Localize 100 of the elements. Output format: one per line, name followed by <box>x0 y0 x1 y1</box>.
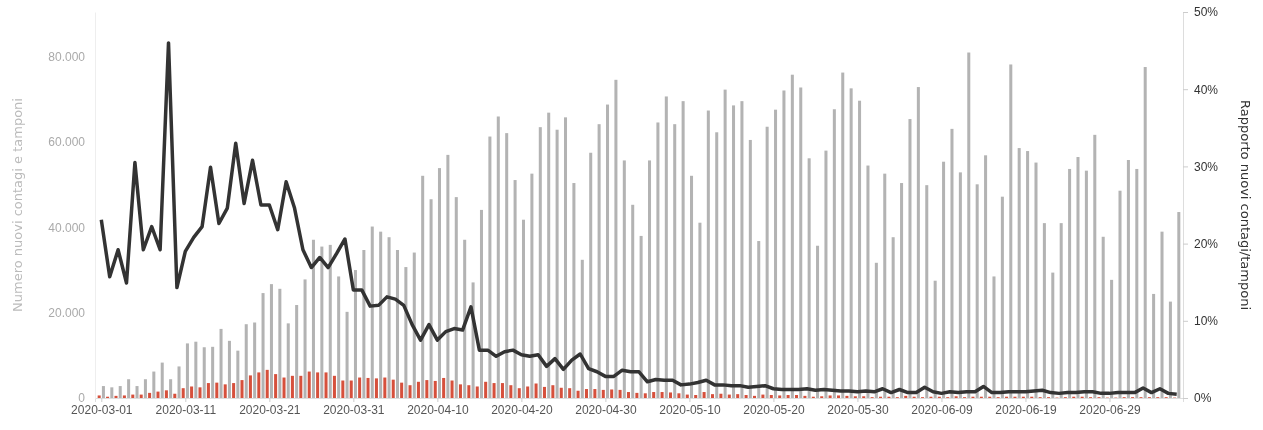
y2-tick-label: 40% <box>1194 82 1219 97</box>
bar <box>118 386 122 398</box>
bar <box>458 384 462 398</box>
bar <box>984 155 988 398</box>
bar <box>601 389 605 398</box>
y2-tick-label: 0% <box>1194 391 1212 406</box>
bar <box>824 150 828 398</box>
bar <box>127 379 131 398</box>
bar <box>593 389 597 398</box>
bar <box>370 226 374 398</box>
bar <box>660 392 664 398</box>
bar <box>152 371 156 398</box>
bar <box>551 385 555 398</box>
bar <box>257 372 261 398</box>
bar <box>626 392 630 398</box>
bar <box>143 379 147 398</box>
bar <box>337 276 341 398</box>
bar <box>547 112 551 398</box>
bar <box>454 197 458 398</box>
bar <box>681 101 685 398</box>
bar <box>677 393 681 398</box>
bar <box>1059 223 1063 398</box>
bar <box>685 394 689 398</box>
bar <box>110 387 114 398</box>
bar <box>446 154 450 398</box>
bar <box>622 160 626 398</box>
bar <box>181 388 185 398</box>
bar <box>316 372 320 398</box>
bar <box>950 128 954 398</box>
bar <box>782 90 786 398</box>
bar <box>517 388 521 398</box>
x-tick-label: 2020-04-10 <box>407 402 469 417</box>
bar <box>148 392 152 398</box>
bar <box>635 392 639 398</box>
bar <box>1135 168 1139 398</box>
bar <box>618 389 622 398</box>
x-tick-label: 2020-05-10 <box>659 402 721 417</box>
bar <box>690 175 694 398</box>
bar <box>795 395 799 398</box>
x-tick-label: 2020-06-09 <box>911 402 973 417</box>
bar <box>958 172 962 398</box>
bar <box>303 279 307 398</box>
bar <box>425 380 429 398</box>
bar <box>232 383 236 398</box>
bar <box>706 110 710 398</box>
bar <box>702 392 706 398</box>
bar <box>122 395 126 398</box>
x-tick-label: 2020-03-11 <box>155 402 217 417</box>
bar <box>648 160 652 398</box>
bar <box>652 392 656 398</box>
bar <box>723 89 727 398</box>
bar <box>807 158 811 398</box>
bar <box>664 96 668 398</box>
bar <box>429 199 433 398</box>
bar <box>606 104 610 398</box>
bar <box>328 244 332 398</box>
bar <box>387 237 391 398</box>
bar <box>778 395 782 398</box>
bar <box>908 119 912 398</box>
bar <box>1009 64 1013 398</box>
bar <box>845 395 849 398</box>
bar <box>1143 67 1147 398</box>
bar <box>757 241 761 398</box>
bar <box>139 394 143 398</box>
bar <box>101 386 105 398</box>
bar <box>299 375 303 398</box>
bar <box>639 235 643 398</box>
bar <box>450 380 454 398</box>
bar <box>240 380 244 398</box>
bar <box>765 126 769 398</box>
bar <box>404 267 408 398</box>
bar <box>891 237 895 398</box>
bar <box>752 395 757 398</box>
bar <box>475 386 479 398</box>
y2-axis-title: Rapporto nuovi contagi/tamponi <box>1238 100 1253 310</box>
bar <box>227 340 231 398</box>
y-tick-label: 60.000 <box>48 135 86 150</box>
bar <box>1000 196 1004 398</box>
bar <box>933 280 937 398</box>
y2-tick-label: 20% <box>1194 236 1219 251</box>
bar <box>1101 236 1105 398</box>
bar <box>194 341 198 398</box>
bar <box>668 392 672 398</box>
bar <box>1084 170 1088 398</box>
x-tick-label: 2020-04-20 <box>491 402 553 417</box>
bar <box>1093 134 1097 398</box>
y2-tick-label: 50% <box>1194 5 1219 20</box>
bar <box>597 124 601 398</box>
bar <box>975 184 979 398</box>
bar <box>761 394 765 398</box>
bar <box>492 383 496 398</box>
bar <box>261 293 265 398</box>
y2-tick-label: 10% <box>1194 314 1219 329</box>
bar <box>727 394 731 398</box>
bar <box>114 395 118 398</box>
bar <box>345 311 349 398</box>
bar <box>278 288 282 398</box>
bar <box>1177 212 1181 398</box>
bar <box>790 74 794 398</box>
bar <box>269 284 273 398</box>
